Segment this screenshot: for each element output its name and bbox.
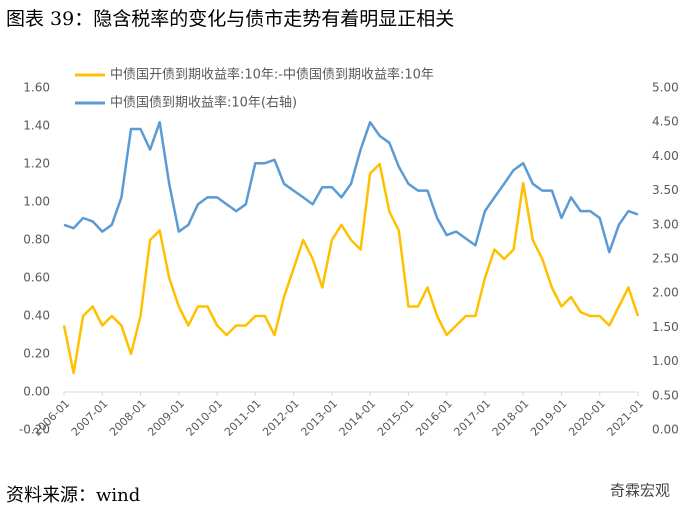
series-line [63,120,639,254]
y-tick-label: 1.40 [23,119,50,133]
x-tick-label: 2020-01 [566,397,608,439]
x-tick-label: 2011-01 [222,397,264,439]
y2-tick-label: 5.00 [652,81,679,95]
y2-tick-label: 0.00 [652,423,679,437]
x-tick-label: 2009-01 [145,397,187,439]
y-tick-label: 0.20 [23,347,50,361]
y2-tick-label: 3.00 [652,217,679,231]
y2-tick-label: 1.00 [652,354,679,368]
x-tick-label: 2013-01 [298,397,340,439]
x-tick-label: 2008-01 [107,397,149,439]
x-tick-label: 2007-01 [69,397,111,439]
legend-label: 中债国债到期收益率:10年(右轴) [110,95,297,111]
x-tick-label: 2019-01 [528,397,570,439]
x-tick-label: 2006-01 [31,397,73,439]
y-tick-label: 0.40 [23,309,50,323]
x-tick-label: 2010-01 [184,397,226,439]
x-tick-label: 2014-01 [337,397,379,439]
x-tick-label: 2018-01 [490,397,532,439]
y2-tick-label: 4.50 [652,115,679,129]
y2-tick-label: 2.00 [652,286,679,300]
x-tick-label: 2021-01 [605,397,647,439]
x-tick-label: 2015-01 [375,397,417,439]
y-tick-label: 1.60 [23,81,50,95]
y2-tick-label: 3.50 [652,183,679,197]
legend-label: 中债国开债到期收益率:10年:-中债国债到期收益率:10年 [110,67,434,83]
x-tick-label: 2017-01 [451,397,493,439]
y-tick-label: 1.20 [23,157,50,171]
y2-tick-label: 0.50 [652,388,679,402]
y2-tick-label: 1.50 [652,320,679,334]
series-line [62,162,640,375]
chart-title: 图表 39：隐含税率的变化与债市走势有着明显正相关 [6,8,454,30]
y-tick-label: -0.20 [19,423,50,437]
x-tick-label: 2016-01 [413,397,455,439]
y-tick-label: 0.60 [23,271,50,285]
y-tick-label: 0.80 [23,233,50,247]
x-tick-label: 2012-01 [260,397,302,439]
y2-tick-label: 4.00 [652,149,679,163]
source: 资料来源：wind [6,485,140,506]
y2-tick-label: 2.50 [652,252,679,266]
watermark: 奇霖宏观 [610,482,670,500]
y-tick-label: 0.00 [23,385,50,399]
y-tick-label: 1.00 [23,195,50,209]
